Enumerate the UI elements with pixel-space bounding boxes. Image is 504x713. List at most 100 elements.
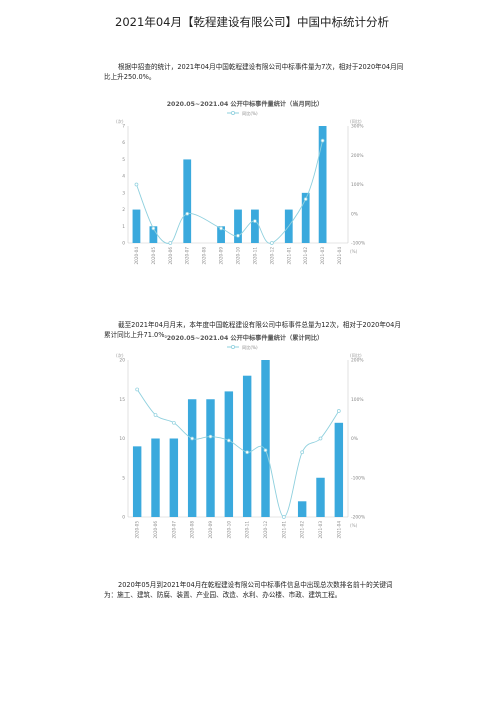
yoy-point — [281, 515, 286, 519]
x-tick-label: 2021-03 — [318, 521, 323, 539]
x-tick-label: 2021-04 — [336, 521, 341, 539]
yoy-point — [236, 233, 240, 238]
x-tick-label: 2020-08 — [202, 247, 207, 265]
right-axis-bottom-unit: (%) — [350, 523, 358, 528]
y-tick-label: 15 — [119, 397, 125, 403]
x-tick-label: 2020-05 — [135, 521, 140, 539]
bar — [301, 192, 310, 243]
page-title: 2021年04月【乾程建设有限公司】中国中标统计分析 — [115, 15, 389, 29]
x-tick-label: 2020-12 — [269, 247, 274, 265]
right-tick-label: 100% — [351, 182, 364, 188]
x-tick-label: 2021-01 — [281, 521, 286, 539]
left-axis-unit: (次) — [116, 118, 124, 125]
y-tick-label: 20 — [119, 358, 125, 364]
right-tick-label: -200% — [351, 515, 365, 521]
bar — [151, 438, 160, 517]
yoy-point — [190, 436, 195, 441]
right-tick-label: -100% — [351, 241, 365, 247]
bar — [217, 226, 225, 243]
x-tick-label: 2020-12 — [263, 521, 268, 539]
legend-label: 同比(%) — [242, 344, 258, 351]
yoy-point — [245, 450, 250, 455]
x-tick-label: 2021-04 — [337, 247, 342, 265]
y-tick-label: 6 — [122, 140, 125, 146]
yoy-point — [300, 450, 305, 455]
yoy-line — [136, 140, 324, 244]
yoy-point — [208, 434, 213, 439]
bar — [183, 159, 192, 243]
yoy-point — [226, 438, 231, 443]
bar — [169, 438, 179, 517]
chart-title: 2020.05~2021.04 公开中标事件量统计（当月同比） — [167, 100, 324, 108]
y-tick-label: 10 — [119, 436, 125, 442]
yoy-point — [269, 241, 274, 245]
yoy-point — [168, 241, 173, 245]
bar — [234, 209, 242, 243]
x-tick-label: 2021-01 — [286, 247, 291, 265]
x-tick-label: 2020-04 — [134, 247, 139, 265]
chart-title: 2020.05~2021.04 公开中标事件量统计（累计同比） — [167, 334, 324, 342]
y-tick-label: 3 — [122, 190, 125, 196]
yoy-point — [336, 409, 341, 413]
yoy-point — [171, 420, 176, 425]
x-tick-label: 2020-11 — [252, 247, 257, 265]
yoy-point — [134, 182, 139, 187]
yoy-point — [185, 211, 190, 216]
y-tick-label: 7 — [122, 124, 125, 130]
yoy-point — [320, 138, 325, 143]
right-tick-label: 0% — [351, 436, 358, 442]
left-axis-unit: (次) — [116, 352, 124, 359]
legend-label: 同比(%) — [242, 110, 258, 117]
yoy-point — [303, 197, 308, 201]
x-tick-label: 2020-10 — [236, 247, 241, 265]
paragraph-monthly-summary: 根据中招查的统计，2021年04月中国乾程建设有限公司中标事件量为7次，相对于2… — [104, 63, 404, 81]
bar — [297, 501, 307, 517]
bar — [318, 126, 327, 243]
paragraph-cumulative-summary: 截至2021年04月月末，本年度中国乾程建设有限公司中标事件总量为12次，相对于… — [104, 321, 401, 339]
bar — [316, 477, 325, 517]
legend-marker — [231, 344, 236, 349]
bar — [132, 209, 141, 243]
yoy-point — [153, 413, 158, 417]
y-tick-label: 0 — [122, 241, 125, 247]
x-tick-label: 2021-03 — [320, 247, 325, 265]
yoy-point — [151, 226, 156, 231]
x-tick-label: 2020-09 — [208, 521, 213, 539]
x-tick-label: 2020-06 — [168, 247, 173, 265]
x-tick-label: 2020-11 — [245, 521, 250, 539]
bar — [251, 209, 259, 243]
x-tick-label: 2021-02 — [300, 521, 305, 539]
right-axis-unit: (同比) — [350, 118, 362, 125]
x-tick-label: 2020-07 — [185, 247, 190, 265]
x-tick-label: 2021-02 — [303, 247, 308, 265]
x-tick-label: 2020-05 — [151, 247, 156, 265]
right-tick-label: 0% — [351, 211, 358, 217]
x-tick-label: 2020-06 — [153, 521, 158, 539]
y-tick-label: 2 — [122, 207, 125, 213]
right-tick-label: 200% — [351, 153, 364, 159]
x-tick-label: 2020-09 — [219, 247, 224, 265]
yoy-point — [263, 448, 268, 453]
bar — [187, 399, 197, 517]
y-tick-label: 0 — [122, 515, 125, 521]
right-tick-label: 100% — [351, 397, 364, 403]
bar — [224, 391, 234, 517]
right-tick-label: 300% — [351, 124, 364, 130]
bar — [242, 375, 252, 517]
x-tick-label: 2020-07 — [171, 521, 176, 539]
right-tick-label: 200% — [351, 358, 364, 364]
yoy-point — [253, 219, 257, 223]
bar — [261, 360, 270, 517]
y-tick-label: 5 — [122, 475, 125, 481]
y-tick-label: 5 — [122, 157, 125, 163]
bar — [149, 226, 158, 243]
x-tick-label: 2020-10 — [226, 521, 231, 539]
yoy-line — [136, 389, 340, 518]
legend-marker — [231, 110, 236, 115]
yoy-point — [318, 436, 323, 441]
bar — [334, 422, 344, 517]
right-tick-label: -100% — [351, 475, 365, 481]
cumulative-chart: 2020.05~2021.04 公开中标事件量统计（累计同比） 同比(%) (次) (… — [116, 334, 365, 539]
y-tick-label: 1 — [122, 224, 125, 230]
paragraph-keywords: 2020年05月到2021年04月在乾程建设有限公司中标事件信息中出现总次数排名… — [104, 581, 393, 599]
